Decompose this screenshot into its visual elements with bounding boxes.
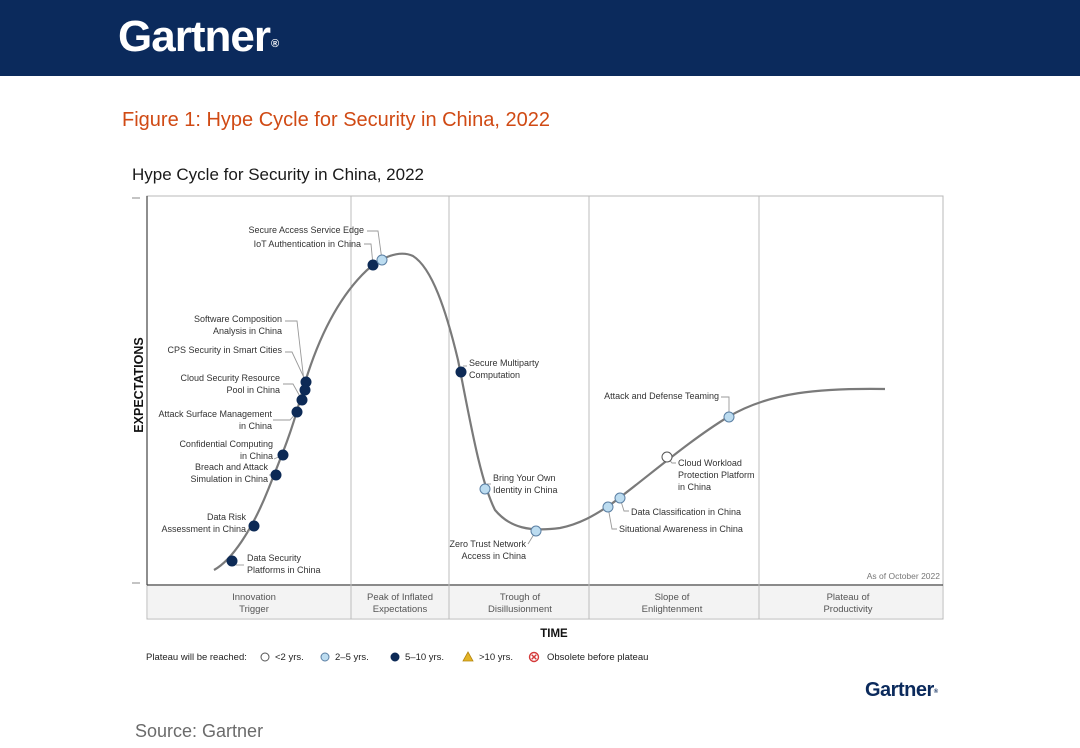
point-label: Cloud Security Resource [180, 373, 280, 383]
phase-label-3: Trough of [500, 592, 541, 603]
phase-label-4: Enlightenment [642, 604, 703, 615]
technology-point [367, 259, 379, 271]
point-label: Data Classification in China [631, 507, 741, 517]
point-label: Identity in China [493, 485, 558, 495]
point-label: Secure Multiparty [469, 358, 540, 368]
point-label: Software Composition [194, 314, 282, 324]
header-bar: Gartner® [0, 0, 1080, 76]
technology-point [248, 520, 260, 532]
phase-label-2: Expectations [373, 604, 428, 615]
point-label: Protection Platform [678, 470, 755, 480]
point-label: in China [239, 421, 272, 431]
legend-circle-white-icon [260, 652, 270, 662]
chart-title: Hype Cycle for Security in China, 2022 [132, 165, 424, 184]
point-label: in China [240, 451, 273, 461]
point-label: Breach and Attack [195, 462, 269, 472]
technology-point [226, 555, 238, 567]
technology-point [661, 451, 673, 463]
phase-label-1: Innovation [232, 592, 276, 603]
point-label: Bring Your Own [493, 473, 556, 483]
y-axis-label: EXPECTATIONS [132, 337, 146, 432]
point-label: Assessment in China [161, 524, 246, 534]
technology-point [376, 254, 388, 266]
point-label: Confidential Computing [179, 439, 273, 449]
phase-label-2: Peak of Inflated [367, 592, 433, 603]
technology-point [723, 411, 735, 423]
point-label: Simulation in China [190, 474, 268, 484]
technology-point [296, 394, 308, 406]
legend-item-label: >10 yrs. [479, 652, 513, 663]
legend-item-label: <2 yrs. [275, 652, 304, 663]
legend-item-label: 5–10 yrs. [405, 652, 444, 663]
phase-label-4: Slope of [655, 592, 690, 603]
leader-line [285, 351, 307, 383]
as-of-note: As of October 2022 [867, 571, 941, 581]
point-label: Data Risk [207, 512, 247, 522]
point-label: Secure Access Service Edge [248, 225, 364, 235]
legend-triangle-icon [462, 651, 474, 662]
technology-point [479, 483, 491, 495]
technology-point [299, 384, 311, 396]
leader-line [367, 230, 383, 261]
leader-line [364, 243, 374, 266]
point-label: Platforms in China [247, 565, 321, 575]
technology-point [614, 492, 626, 504]
point-label: Zero Trust Network [449, 539, 526, 549]
point-label: in China [678, 482, 711, 492]
phase-label-1: Trigger [239, 604, 269, 615]
legend-item-label: Obsolete before plateau [547, 652, 648, 663]
point-label: Attack Surface Management [158, 409, 272, 419]
point-label: Attack and Defense Teaming [604, 391, 719, 401]
technology-point [277, 449, 289, 461]
point-label: Pool in China [226, 385, 280, 395]
point-label: Situational Awareness in China [619, 524, 743, 534]
legend-circle-dark-icon [390, 652, 400, 662]
point-label: Analysis in China [213, 326, 282, 336]
technology-point [530, 525, 542, 537]
technology-point [270, 469, 282, 481]
point-label: Computation [469, 370, 520, 380]
point-label: Data Security [247, 553, 302, 563]
leader-line [607, 506, 617, 530]
legend-circle-light-icon [320, 652, 330, 662]
phase-label-5: Plateau of [827, 592, 870, 603]
point-label: CPS Security in Smart Cities [167, 345, 282, 355]
plot-frame [146, 195, 944, 620]
leader-line [285, 320, 306, 391]
legend-obsolete-icon [531, 654, 537, 660]
figure-title: Figure 1: Hype Cycle for Security in Chi… [122, 109, 550, 131]
point-label: Cloud Workload [678, 458, 742, 468]
source-text: Source: Gartner [135, 721, 264, 741]
technology-point [602, 501, 614, 513]
legend-title: Plateau will be reached: [146, 652, 247, 663]
phase-band [148, 586, 942, 618]
point-label: Access in China [461, 551, 526, 561]
technology-point [291, 406, 303, 418]
legend-item-label: 2–5 yrs. [335, 652, 369, 663]
phase-label-5: Productivity [823, 604, 872, 615]
gartner-logo: Gartner® [118, 12, 279, 61]
leader-line [721, 396, 730, 417]
technology-point [455, 366, 467, 378]
point-label: IoT Authentication in China [254, 239, 361, 249]
leader-line [283, 383, 303, 401]
footer-gartner-logo: Gartner® [865, 679, 938, 701]
phase-label-3: Disillusionment [488, 604, 552, 615]
x-axis-label: TIME [540, 628, 568, 640]
